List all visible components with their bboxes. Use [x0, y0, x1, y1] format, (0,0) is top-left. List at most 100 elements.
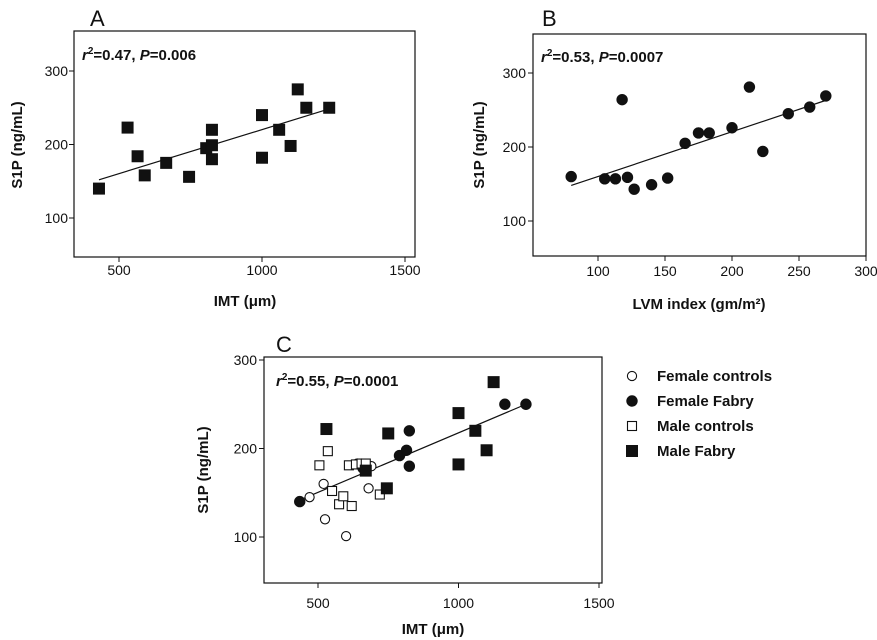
panel-c-x-axis-label: IMT (μm)	[402, 621, 465, 638]
panel-a-data-point	[291, 83, 304, 96]
panel-a-x-axis-label: IMT (μm)	[214, 293, 277, 310]
panel-a-data-point	[256, 151, 268, 164]
panel-c-data-point	[304, 492, 315, 503]
panel-a-ticks: 500 1000 1500 100 200 300	[45, 63, 421, 278]
panel-c-data-point	[294, 495, 306, 508]
panel-b-p-value: 0.0007	[618, 49, 664, 66]
panel-b-x-axis-label: LVM index (gm/m²)	[632, 296, 765, 313]
panel-c-y-tick-label: 300	[234, 352, 258, 368]
panel-b-data-point	[661, 172, 674, 184]
panel-c-data-point	[480, 444, 493, 457]
panel-c-x-tick-label: 1000	[443, 595, 474, 611]
legend-marker	[626, 370, 638, 382]
panel-b-data-point	[703, 127, 715, 139]
panel-b-y-tick-label: 300	[503, 65, 527, 81]
panel-a-y-tick-label: 100	[45, 210, 69, 226]
panel-a-data-point	[205, 139, 218, 152]
panel-b-y-tick-label: 100	[503, 213, 527, 229]
panel-c-x-tick-label: 500	[306, 595, 330, 611]
panel-c-r2-value: 0.55	[296, 373, 325, 390]
panel-a-x-tick-label: 1000	[246, 262, 277, 278]
panel-c-data-point	[319, 514, 331, 525]
panel-c-p-value: 0.0001	[353, 373, 399, 390]
panel-a-data-point	[160, 156, 173, 169]
panel-a-data-point	[323, 101, 336, 114]
panel-b-x-tick-label: 250	[787, 263, 811, 279]
panel-a-y-axis-label: S1P (ng/mL)	[9, 101, 26, 188]
panel-b-x-tick-label: 200	[720, 263, 744, 279]
panel-a-letter: A	[90, 6, 105, 31]
panel-c-data-point	[403, 425, 416, 437]
panel-b: B r2=0.53, P=0.0007 LVM index (gm/m²) S1…	[471, 6, 877, 313]
panel-c-data-point	[374, 489, 385, 500]
panel-a: A r2=0.47, P=0.006 IMT (μm) S1P (ng/mL) …	[9, 6, 421, 310]
panel-a-data-point	[300, 101, 313, 114]
panel-a-data-point	[205, 123, 218, 136]
panel-b-data-point	[616, 93, 628, 106]
legend-marker	[626, 445, 638, 457]
panel-c-data-point	[318, 478, 329, 490]
panel-c-data-point	[363, 483, 374, 494]
panel-c-legend: Female controls Female Fabry Male controls…	[626, 368, 772, 460]
panel-c-stat-annotation: r2=0.55, P=0.0001	[276, 372, 398, 390]
panel-c-data-point	[452, 407, 465, 420]
panel-c-ticks: 500 1000 1500 100 200 300	[234, 352, 615, 611]
panel-b-data-point	[679, 137, 691, 150]
panel-c-y-axis-label: S1P (ng/mL)	[195, 426, 212, 513]
panel-b-data-point	[609, 173, 622, 185]
panel-b-data-point	[599, 173, 611, 185]
panel-c-data-point	[469, 424, 482, 437]
panel-b-x-tick-label: 100	[586, 263, 610, 279]
panel-c-marks	[294, 376, 532, 542]
panel-a-data-point	[183, 170, 196, 183]
panel-b-data-point	[804, 101, 816, 113]
panel-b-data-point	[628, 183, 640, 195]
panel-b-data-point	[743, 81, 756, 93]
panel-c: C r2=0.55, P=0.0001 IMT (μm) S1P (ng/mL)…	[195, 332, 772, 638]
panel-b-data-point	[645, 179, 658, 191]
panel-b-letter: B	[542, 6, 557, 31]
panel-a-data-point	[284, 139, 297, 152]
panel-c-y-tick-label: 200	[234, 441, 258, 457]
panel-c-data-point	[380, 482, 393, 495]
legend-label: Male Fabry	[657, 443, 736, 460]
panel-a-y-tick-label: 200	[45, 137, 69, 153]
panel-c-regression-line	[298, 403, 527, 502]
panel-c-data-point	[314, 460, 325, 471]
panel-b-y-axis-label: S1P (ng/mL)	[471, 101, 488, 188]
panel-a-data-point	[92, 182, 105, 195]
panel-c-y-tick-label: 100	[234, 529, 258, 545]
panel-a-p-value: 0.006	[159, 47, 197, 64]
panel-a-data-point	[138, 169, 151, 182]
panel-c-data-point	[499, 398, 511, 410]
legend-label: Female controls	[657, 368, 772, 385]
panel-b-data-point	[726, 122, 738, 134]
panel-b-stat-annotation: r2=0.53, P=0.0007	[541, 48, 663, 66]
panel-a-x-tick-label: 500	[107, 262, 131, 278]
panel-a-data-point	[205, 153, 218, 166]
panel-b-data-point	[692, 127, 705, 139]
panel-c-data-point	[520, 398, 532, 410]
legend-label: Male controls	[657, 418, 754, 435]
panel-c-data-point	[487, 376, 500, 389]
panel-c-data-point	[403, 460, 416, 472]
panel-b-y-tick-label: 200	[503, 139, 527, 155]
panel-c-data-point	[326, 485, 338, 497]
panel-a-data-point	[121, 121, 134, 134]
legend-marker	[626, 395, 638, 407]
panel-b-data-point	[565, 170, 577, 183]
panel-a-stat-annotation: r2=0.47, P=0.006	[82, 46, 196, 64]
panel-c-plot-frame	[263, 356, 603, 584]
panel-c-letter: C	[276, 332, 292, 357]
panel-c-data-point	[320, 423, 333, 436]
panel-c-data-point	[346, 500, 357, 512]
panel-c-data-point	[338, 491, 349, 502]
panel-a-marks	[92, 83, 336, 195]
panel-c-x-tick-label: 1500	[583, 595, 614, 611]
panel-a-r2-value: 0.47	[102, 47, 131, 64]
panel-b-data-point	[621, 171, 634, 184]
panel-c-data-point	[340, 530, 352, 542]
panel-a-data-point	[131, 150, 144, 163]
